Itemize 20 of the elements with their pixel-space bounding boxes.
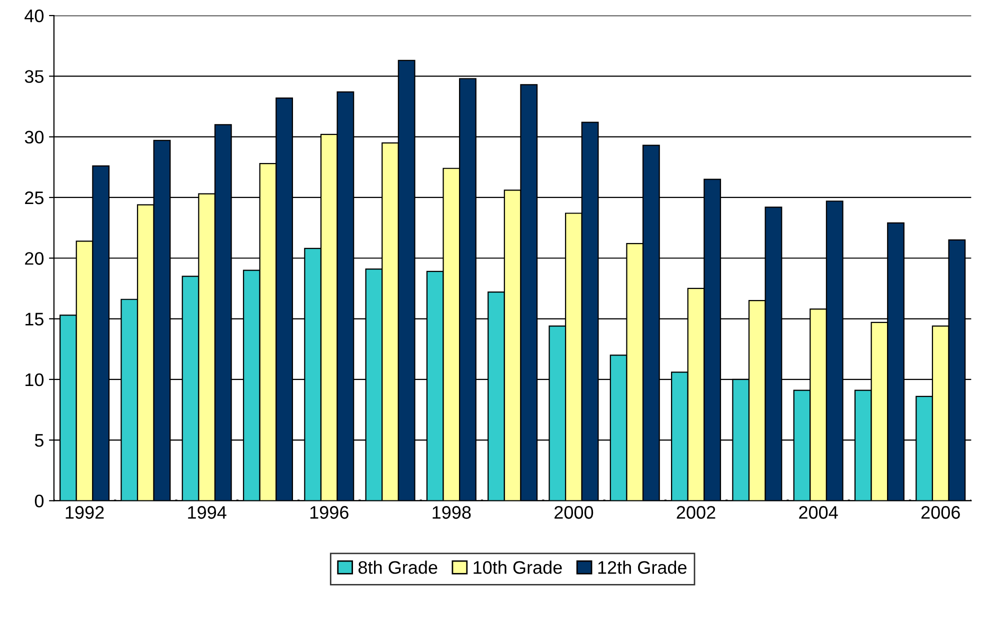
y-tick-label: 20 [25,252,44,265]
x-tick-label: 1994 [188,506,226,519]
legend-label: 10th Grade [474,560,562,574]
x-tick-label: 2006 [921,506,960,519]
y-tick-label: 35 [24,70,44,83]
y-tick-label: 5 [34,434,44,447]
y-tick-label: 10 [26,373,44,386]
y-tick-label: 15 [26,312,44,326]
y-tick-label: 0 [34,494,44,508]
y-tick-label: 40 [24,9,44,22]
legend-label: 8th Grade [358,560,438,574]
legend-label: 12th Grade [598,560,686,574]
x-tick-label: 2004 [799,506,838,519]
x-tick-label: 1998 [432,506,471,519]
x-tick-label: 1996 [310,506,348,519]
y-tick-label: 25 [25,191,44,204]
x-tick-label: 2002 [676,506,716,519]
x-tick-label: 2000 [554,506,594,519]
y-tick-label: 30 [24,130,44,144]
x-tick-label: 1992 [66,506,104,519]
